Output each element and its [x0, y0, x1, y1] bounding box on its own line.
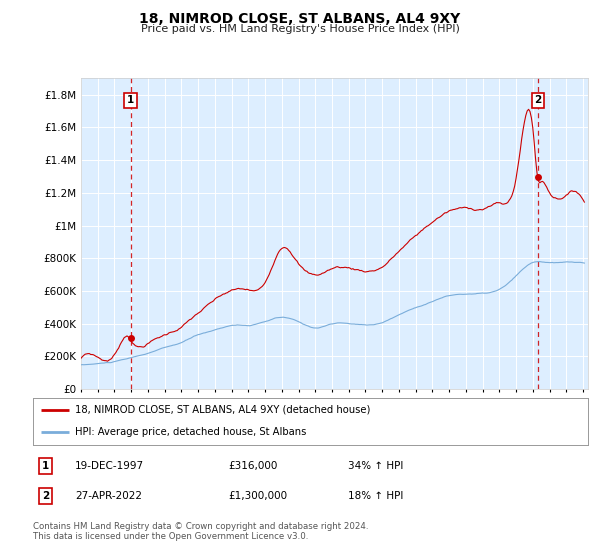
Text: £1,300,000: £1,300,000	[228, 491, 287, 501]
Text: 18, NIMROD CLOSE, ST ALBANS, AL4 9XY (detached house): 18, NIMROD CLOSE, ST ALBANS, AL4 9XY (de…	[74, 404, 370, 414]
Text: 19-DEC-1997: 19-DEC-1997	[75, 461, 144, 471]
Text: £316,000: £316,000	[228, 461, 277, 471]
Text: Contains HM Land Registry data © Crown copyright and database right 2024.
This d: Contains HM Land Registry data © Crown c…	[33, 522, 368, 542]
Text: 34% ↑ HPI: 34% ↑ HPI	[348, 461, 403, 471]
Text: 18, NIMROD CLOSE, ST ALBANS, AL4 9XY: 18, NIMROD CLOSE, ST ALBANS, AL4 9XY	[139, 12, 461, 26]
Text: 1: 1	[127, 95, 134, 105]
Text: Price paid vs. HM Land Registry's House Price Index (HPI): Price paid vs. HM Land Registry's House …	[140, 24, 460, 34]
Text: 2: 2	[535, 95, 542, 105]
Text: 1: 1	[42, 461, 49, 471]
Text: 27-APR-2022: 27-APR-2022	[75, 491, 142, 501]
Text: 18% ↑ HPI: 18% ↑ HPI	[348, 491, 403, 501]
Text: 2: 2	[42, 491, 49, 501]
Text: HPI: Average price, detached house, St Albans: HPI: Average price, detached house, St A…	[74, 427, 306, 437]
